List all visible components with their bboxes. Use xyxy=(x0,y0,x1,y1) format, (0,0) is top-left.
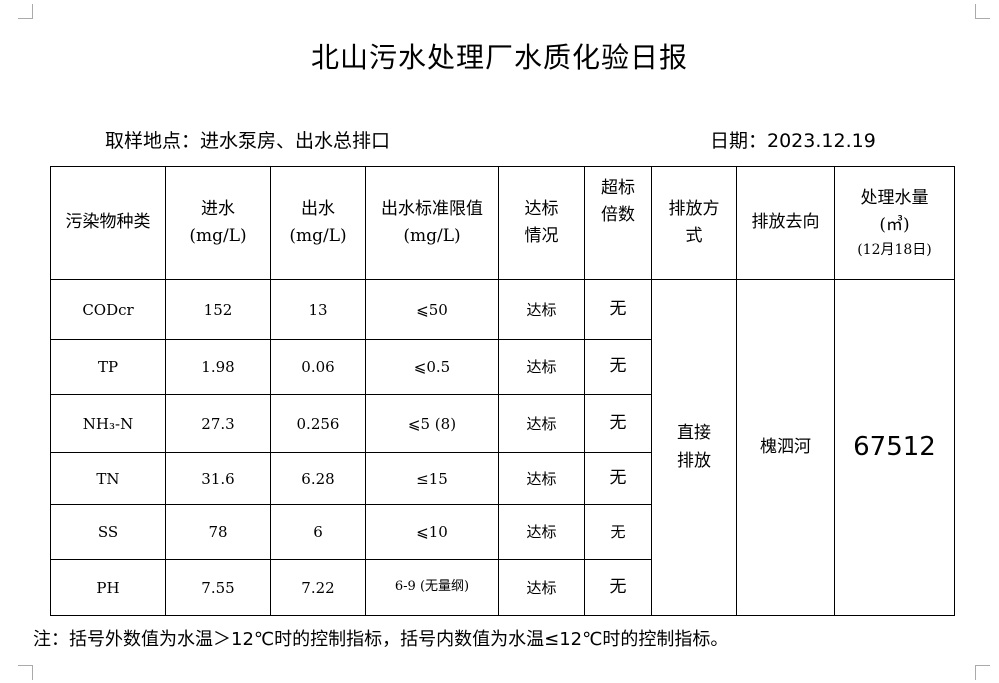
status-value: 达标 xyxy=(498,394,585,453)
exceed-value: 无 xyxy=(584,452,652,505)
inflow-value: 7.55 xyxy=(165,559,271,616)
header-pollutant: 污染物种类 xyxy=(50,166,166,280)
inflow-value: 1.98 xyxy=(165,339,271,395)
header-volume: 处理水量 (㎥) (12月18日) xyxy=(834,166,955,280)
volume-value: 67512 xyxy=(834,279,955,616)
page-title: 北山污水处理厂水质化验日报 xyxy=(310,41,688,74)
header-volume-label: 处理水量 xyxy=(860,187,929,208)
status-value: 达标 xyxy=(498,504,585,560)
inflow-value: 27.3 xyxy=(165,394,271,453)
limit-value: 6-9 (无量纲) xyxy=(365,559,499,616)
table-row: CODcr 152 13 ⩽50 达标无 直接排放 槐泗河 67512 xyxy=(50,279,955,616)
corner-mark xyxy=(18,4,33,19)
inflow-value: 152 xyxy=(165,279,271,340)
table-row: SS 78 6 ⩽10 达标无 xyxy=(50,504,955,560)
destination-value: 槐泗河 xyxy=(736,279,835,616)
pollutant-name: TP xyxy=(50,339,166,395)
table-row: NH₃-N 27.3 0.256 ⩽5 (8) 达标无 xyxy=(50,394,955,453)
header-volume-date: (12月18日) xyxy=(857,241,932,258)
outflow-value: 13 xyxy=(270,279,366,340)
pollutant-name: TN xyxy=(50,452,166,505)
status-value: 达标 xyxy=(498,279,585,340)
outflow-value: 0.06 xyxy=(270,339,366,395)
footnote: 注：括号外数值为水温＞12℃时的控制指标，括号内数值为水温≤12℃时的控制指标。 xyxy=(33,629,729,650)
header-inflow: 进水 (mg/L) xyxy=(165,166,271,280)
limit-value: ≤15 xyxy=(365,452,499,505)
header-limit: 出水标准限值 (mg/L) xyxy=(365,166,499,280)
status-value: 达标 xyxy=(498,559,585,616)
exceed-value: 无 xyxy=(584,394,652,453)
limit-value: ⩽0.5 xyxy=(365,339,499,395)
header-outflow: 出水 (mg/L) xyxy=(270,166,366,280)
limit-value: ⩽5 (8) xyxy=(365,394,499,453)
corner-mark xyxy=(975,4,990,19)
outflow-value: 0.256 xyxy=(270,394,366,453)
header-outflow-unit: (mg/L) xyxy=(289,226,347,246)
header-status: 达标情况 xyxy=(498,166,585,280)
header-destination: 排放去向 xyxy=(736,166,835,280)
corner-mark xyxy=(975,665,990,680)
outflow-value: 6 xyxy=(270,504,366,560)
limit-value: ⩽50 xyxy=(365,279,499,340)
pollutant-name: CODcr xyxy=(50,279,166,340)
header-row: 污染物种类 进水 (mg/L) 出水 (mg/L) 出水标准限值 (mg/L) 达标情… xyxy=(50,166,955,280)
table-row: TP 1.98 0.06 ⩽0.5 达标无 xyxy=(50,339,955,395)
pollutant-name: SS xyxy=(50,504,166,560)
header-discharge-method: 排放方式 xyxy=(651,166,737,280)
pollutant-name: NH₃-N xyxy=(50,394,166,453)
header-volume-unit: (㎥) xyxy=(879,214,910,235)
header-inflow-unit: (mg/L) xyxy=(189,226,247,246)
discharge-method-value: 直接排放 xyxy=(651,279,737,616)
header-limit-label: 出水标准限值 xyxy=(381,198,483,219)
header-outflow-label: 出水 xyxy=(301,198,335,219)
water-quality-table: 污染物种类 进水 (mg/L) 出水 (mg/L) 出水标准限值 (mg/L) 达标情… xyxy=(50,166,955,616)
status-value: 达标 xyxy=(498,339,585,395)
exceed-value: 无 xyxy=(584,339,652,395)
outflow-value: 7.22 xyxy=(270,559,366,616)
sampling-location: 取样地点：进水泵房、出水总排口 xyxy=(105,130,391,152)
status-value: 达标 xyxy=(498,452,585,505)
table-row: TN 31.6 6.28 ≤15 达标无 xyxy=(50,452,955,505)
report-date: 日期：2023.12.19 xyxy=(710,130,876,152)
limit-value: ⩽10 xyxy=(365,504,499,560)
header-exceed: 超标倍数 xyxy=(584,166,652,280)
corner-mark xyxy=(18,665,33,680)
exceed-value: 无 xyxy=(584,279,652,340)
outflow-value: 6.28 xyxy=(270,452,366,505)
exceed-value: 无 xyxy=(584,504,652,560)
table-row: PH 7.55 7.22 6-9 (无量纲) 达标无 xyxy=(50,559,955,616)
header-limit-unit: (mg/L) xyxy=(403,226,461,246)
inflow-value: 31.6 xyxy=(165,452,271,505)
pollutant-name: PH xyxy=(50,559,166,616)
header-inflow-label: 进水 xyxy=(201,198,235,219)
inflow-value: 78 xyxy=(165,504,271,560)
exceed-value: 无 xyxy=(584,559,652,616)
